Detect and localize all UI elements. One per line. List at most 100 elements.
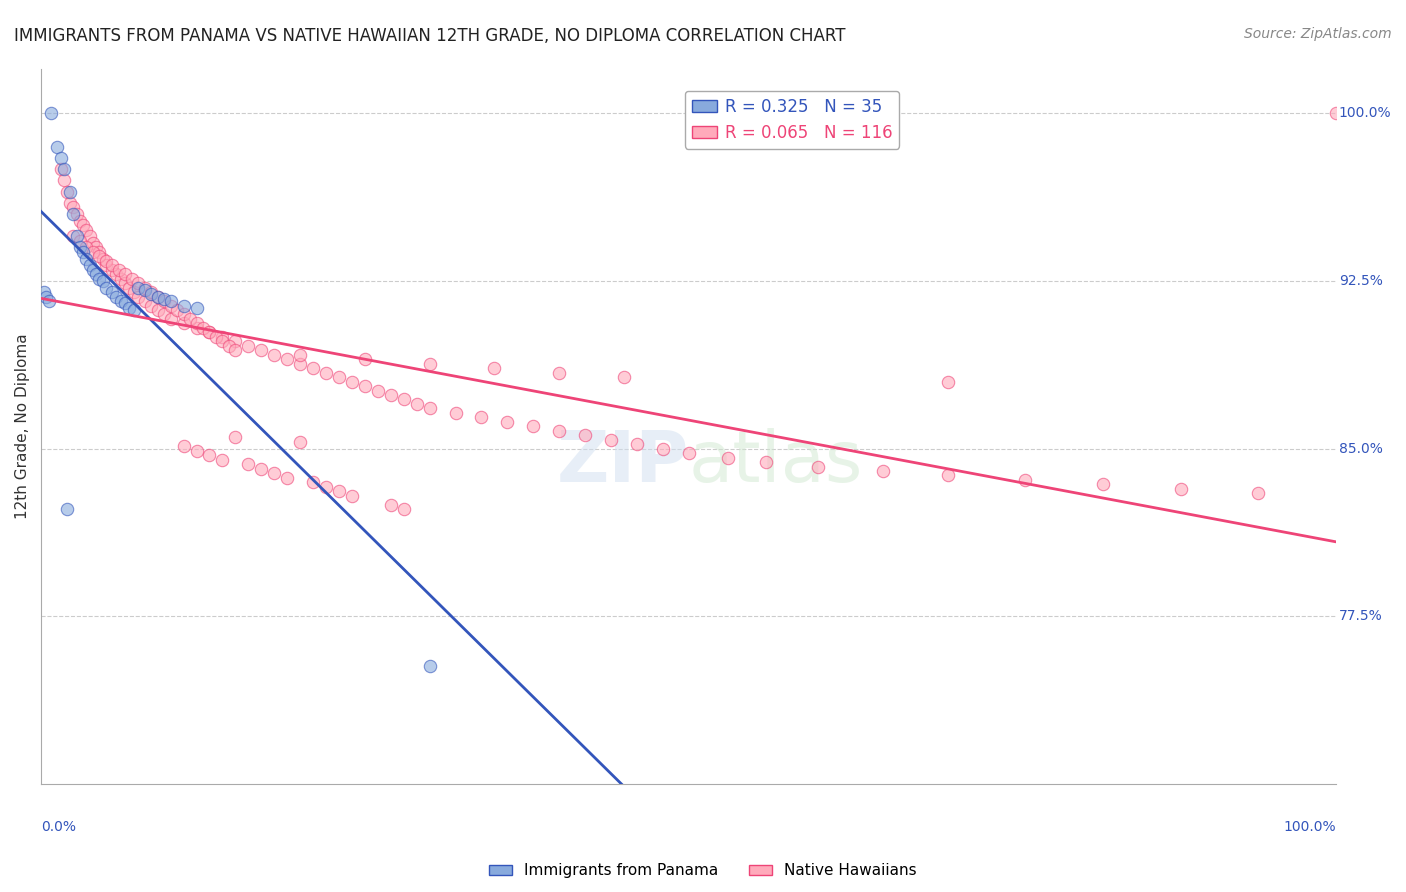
Native Hawaiians [186, 321, 208, 335]
Immigrants from Panama [66, 229, 89, 244]
Native Hawaiians [82, 235, 104, 250]
Immigrants from Panama [72, 244, 94, 259]
Immigrants from Panama [134, 283, 156, 297]
Native Hawaiians [89, 249, 111, 263]
Native Hawaiians [224, 334, 246, 349]
Text: 0.0%: 0.0% [41, 820, 76, 834]
Native Hawaiians [651, 442, 673, 456]
Native Hawaiians [522, 419, 544, 434]
Native Hawaiians [276, 352, 298, 367]
Legend: Immigrants from Panama, Native Hawaiians: Immigrants from Panama, Native Hawaiians [484, 857, 922, 884]
Immigrants from Panama [124, 303, 146, 318]
Native Hawaiians [101, 258, 124, 272]
Text: 85.0%: 85.0% [1339, 442, 1382, 456]
Immigrants from Panama [75, 252, 97, 266]
Native Hawaiians [315, 480, 337, 494]
Native Hawaiians [678, 446, 700, 460]
Native Hawaiians [484, 361, 506, 376]
Immigrants from Panama [69, 240, 91, 254]
Immigrants from Panama [110, 294, 132, 309]
Immigrants from Panama [127, 280, 149, 294]
Native Hawaiians [444, 406, 467, 420]
Native Hawaiians [380, 388, 402, 402]
Immigrants from Panama [159, 294, 181, 309]
Native Hawaiians [75, 240, 97, 254]
Native Hawaiians [173, 308, 195, 322]
Native Hawaiians [315, 366, 337, 380]
Native Hawaiians [49, 162, 72, 177]
Native Hawaiians [626, 437, 648, 451]
Immigrants from Panama [94, 280, 117, 294]
Y-axis label: 12th Grade, No Diploma: 12th Grade, No Diploma [15, 334, 30, 519]
Immigrants from Panama [91, 274, 114, 288]
Native Hawaiians [600, 433, 623, 447]
Native Hawaiians [872, 464, 894, 478]
Native Hawaiians [548, 366, 571, 380]
Native Hawaiians [101, 262, 124, 277]
Native Hawaiians [807, 459, 830, 474]
Native Hawaiians [62, 200, 84, 214]
Immigrants from Panama [38, 294, 60, 309]
Native Hawaiians [134, 280, 156, 294]
Immigrants from Panama [84, 267, 107, 281]
Native Hawaiians [224, 430, 246, 444]
Native Hawaiians [82, 244, 104, 259]
Immigrants from Panama [114, 296, 136, 310]
Text: ZIP: ZIP [557, 427, 689, 497]
Native Hawaiians [419, 401, 441, 416]
Native Hawaiians [1092, 477, 1115, 491]
Native Hawaiians [419, 357, 441, 371]
Native Hawaiians [276, 471, 298, 485]
Immigrants from Panama [59, 185, 82, 199]
Native Hawaiians [302, 475, 325, 490]
Text: Source: ZipAtlas.com: Source: ZipAtlas.com [1244, 27, 1392, 41]
Immigrants from Panama [79, 258, 101, 272]
Native Hawaiians [354, 379, 377, 393]
Native Hawaiians [108, 262, 131, 277]
Native Hawaiians [328, 484, 350, 499]
Immigrants from Panama [153, 292, 176, 306]
Native Hawaiians [238, 339, 260, 353]
Native Hawaiians [159, 312, 181, 326]
Native Hawaiians [238, 458, 260, 472]
Native Hawaiians [110, 271, 132, 285]
Text: IMMIGRANTS FROM PANAMA VS NATIVE HAWAIIAN 12TH GRADE, NO DIPLOMA CORRELATION CHA: IMMIGRANTS FROM PANAMA VS NATIVE HAWAIIA… [14, 27, 845, 45]
Native Hawaiians [114, 276, 136, 290]
Native Hawaiians [121, 271, 143, 285]
Native Hawaiians [470, 410, 492, 425]
Native Hawaiians [392, 392, 415, 407]
Text: 100.0%: 100.0% [1284, 820, 1336, 834]
Native Hawaiians [380, 498, 402, 512]
Native Hawaiians [179, 312, 201, 326]
Native Hawaiians [134, 294, 156, 309]
Native Hawaiians [146, 290, 169, 304]
Native Hawaiians [755, 455, 778, 469]
Native Hawaiians [392, 502, 415, 516]
Native Hawaiians [328, 370, 350, 384]
Native Hawaiians [105, 267, 128, 281]
Immigrants from Panama [105, 290, 128, 304]
Immigrants from Panama [41, 106, 63, 120]
Native Hawaiians [205, 330, 228, 344]
Native Hawaiians [936, 375, 959, 389]
Native Hawaiians [79, 229, 101, 244]
Immigrants from Panama [32, 285, 55, 299]
Native Hawaiians [53, 173, 76, 187]
Native Hawaiians [127, 276, 149, 290]
Native Hawaiians [211, 334, 233, 349]
Native Hawaiians [354, 352, 377, 367]
Text: 77.5%: 77.5% [1339, 609, 1382, 624]
Immigrants from Panama [141, 287, 163, 301]
Immigrants from Panama [62, 207, 84, 221]
Text: 92.5%: 92.5% [1339, 274, 1382, 288]
Native Hawaiians [250, 343, 273, 358]
Native Hawaiians [1014, 473, 1036, 487]
Native Hawaiians [69, 234, 91, 248]
Native Hawaiians [716, 450, 738, 465]
Native Hawaiians [548, 424, 571, 438]
Native Hawaiians [166, 303, 188, 318]
Native Hawaiians [496, 415, 519, 429]
Native Hawaiians [69, 213, 91, 227]
Native Hawaiians [263, 348, 285, 362]
Native Hawaiians [211, 330, 233, 344]
